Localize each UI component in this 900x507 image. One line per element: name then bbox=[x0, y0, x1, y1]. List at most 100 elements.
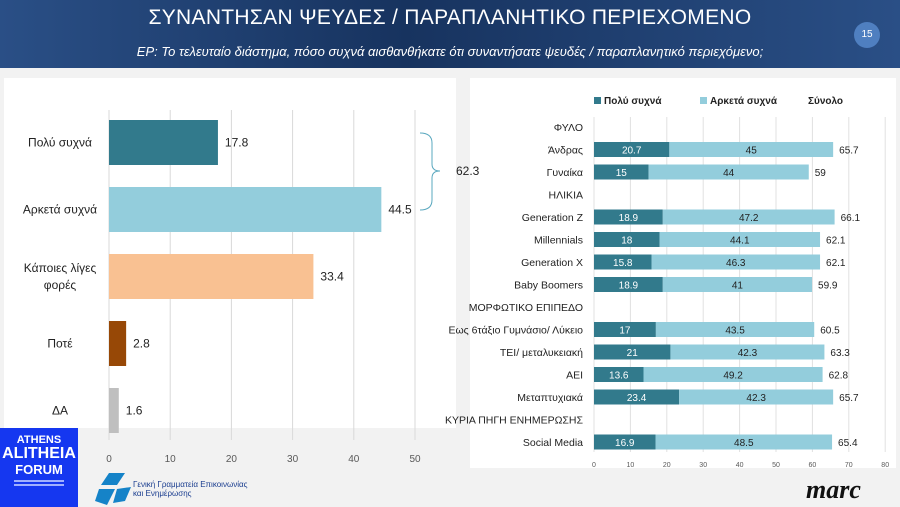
page-title: ΣΥΝΑΝΤΗΣΑΝ ΨΕΥΔΕΣ / ΠΑΡΑΠΛΑΝΗΤΙΚΟ ΠΕΡΙΕΧ… bbox=[148, 6, 752, 29]
data-label: 44.5 bbox=[388, 203, 412, 217]
bracket bbox=[419, 132, 441, 211]
header: ΣΥΝΑΝΤΗΣΑΝ ΨΕΥΔΕΣ / ΠΑΡΑΠΛΑΝΗΤΙΚΟ ΠΕΡΙΕΧ… bbox=[0, 0, 900, 68]
bar-segment bbox=[594, 322, 656, 337]
row-label: ΤΕΙ/ μεταλυκειακή bbox=[500, 347, 583, 359]
bar-segment bbox=[651, 254, 821, 270]
segment-label: 47.2 bbox=[739, 213, 759, 224]
row-label: Baby Boomers bbox=[514, 280, 583, 292]
x-tick-label: 10 bbox=[165, 454, 177, 465]
bar-segment bbox=[659, 232, 821, 247]
bar-segment bbox=[594, 254, 652, 270]
row-label: Generation X bbox=[521, 257, 583, 269]
bar bbox=[109, 388, 119, 433]
segment-label: 17 bbox=[619, 326, 631, 337]
legend-label: Αρκετά συχνά bbox=[710, 96, 778, 107]
bar-segment bbox=[662, 277, 813, 292]
bar-segment bbox=[655, 434, 833, 450]
row-label: Μεταπτυχιακά bbox=[517, 392, 583, 404]
page-number-badge: 15 bbox=[854, 22, 880, 48]
bar-segment bbox=[594, 277, 663, 292]
x-tick-label: 20 bbox=[663, 462, 671, 469]
bar-segment bbox=[679, 389, 834, 405]
bar-segment bbox=[594, 142, 670, 157]
bar-segment bbox=[669, 142, 834, 157]
bar-segment bbox=[594, 367, 644, 382]
segment-label: 15.8 bbox=[613, 258, 633, 269]
x-tick-label: 40 bbox=[348, 454, 360, 465]
row-label: Άνδρας bbox=[548, 145, 583, 157]
marc-logo: marc bbox=[806, 475, 861, 504]
segment-label: 43.5 bbox=[725, 326, 745, 337]
segment-label: 46.3 bbox=[726, 258, 746, 269]
total-label: 60.5 bbox=[820, 326, 840, 337]
segment-label: 49.2 bbox=[723, 371, 743, 382]
segment-label: 15 bbox=[616, 168, 628, 179]
total-label: 62.8 bbox=[829, 371, 849, 382]
row-label: Γυναίκα bbox=[547, 167, 583, 179]
bar bbox=[109, 120, 218, 165]
bar-segment bbox=[655, 322, 815, 337]
category-label: ΔΑ bbox=[52, 404, 68, 418]
x-tick-label: 60 bbox=[809, 462, 817, 469]
athens-alitheia-forum-logo: ATHENS ALITHEIA FORUM bbox=[0, 428, 78, 507]
row-label: Generation Z bbox=[522, 212, 584, 224]
segment-label: 18.9 bbox=[619, 281, 639, 292]
x-tick-label: 0 bbox=[592, 462, 596, 469]
gsc-logo-text: Γενική Γραμματεία Επικοινωνίας και Ενημέρ… bbox=[133, 480, 247, 498]
segment-label: 42.3 bbox=[746, 393, 766, 404]
group-header: ΜΟΡΦΩΤΙΚΟ ΕΠΙΠΕΔΟ bbox=[469, 302, 583, 314]
total-label: 65.7 bbox=[839, 146, 859, 157]
row-label: Social Media bbox=[523, 437, 583, 449]
total-label: 66.1 bbox=[841, 213, 861, 224]
bar-segment bbox=[643, 367, 823, 382]
total-label: 65.7 bbox=[839, 393, 859, 404]
legend-label: Πολύ συχνά bbox=[604, 96, 662, 107]
data-label: 33.4 bbox=[320, 270, 344, 284]
bar bbox=[109, 254, 314, 299]
segment-label: 18.9 bbox=[619, 213, 639, 224]
segment-label: 20.7 bbox=[622, 146, 642, 157]
segment-label: 16.9 bbox=[615, 438, 635, 449]
data-label: 1.6 bbox=[126, 404, 143, 418]
gsc-line1: Γενική Γραμματεία Επικοινωνίας bbox=[133, 480, 248, 489]
bar bbox=[109, 187, 382, 232]
gsc-logo-icon bbox=[95, 473, 131, 505]
row-label: Εως 6τάξιο Γυμνάσιο/ Λύκειο bbox=[448, 325, 583, 337]
total-label: 62.1 bbox=[826, 236, 846, 247]
total-label: 65.4 bbox=[838, 438, 858, 449]
gsc-line2: και Ενημέρωσης bbox=[133, 489, 192, 498]
x-tick-label: 50 bbox=[772, 462, 780, 469]
legend-swatch bbox=[700, 97, 707, 104]
x-tick-label: 30 bbox=[287, 454, 299, 465]
legend-swatch bbox=[594, 97, 601, 104]
row-label: Millennials bbox=[534, 235, 583, 247]
segment-label: 48.5 bbox=[734, 438, 754, 449]
segment-label: 13.6 bbox=[609, 371, 629, 382]
total-label: 59 bbox=[815, 168, 827, 179]
bracket-label: 62.3 bbox=[456, 164, 480, 178]
bar-segment bbox=[670, 344, 825, 360]
x-tick-label: 20 bbox=[226, 454, 238, 465]
bar bbox=[109, 321, 127, 366]
x-tick-label: 80 bbox=[881, 462, 889, 469]
category-label: Κάποιες λίγες bbox=[24, 261, 97, 275]
x-tick-label: 0 bbox=[106, 454, 112, 465]
category-label: φορές bbox=[44, 278, 77, 292]
bar-segment bbox=[594, 434, 656, 450]
bar-segment bbox=[648, 164, 809, 180]
segment-label: 45 bbox=[746, 146, 758, 157]
category-label: Αρκετά συχνά bbox=[23, 203, 97, 217]
x-tick-label: 40 bbox=[736, 462, 744, 469]
bar-segment bbox=[594, 389, 680, 405]
legend-total-label: Σύνολο bbox=[808, 96, 843, 107]
group-header: ΗΛΙΚΙΑ bbox=[549, 190, 583, 202]
category-label: Ποτέ bbox=[47, 337, 73, 351]
row-label: ΑΕΙ bbox=[566, 370, 583, 382]
data-label: 2.8 bbox=[133, 337, 150, 351]
bar-segment bbox=[594, 344, 671, 360]
category-label: Πολύ συχνά bbox=[28, 136, 92, 150]
x-tick-label: 10 bbox=[627, 462, 635, 469]
bar-segment bbox=[594, 164, 649, 180]
segment-label: 44.1 bbox=[730, 236, 750, 247]
